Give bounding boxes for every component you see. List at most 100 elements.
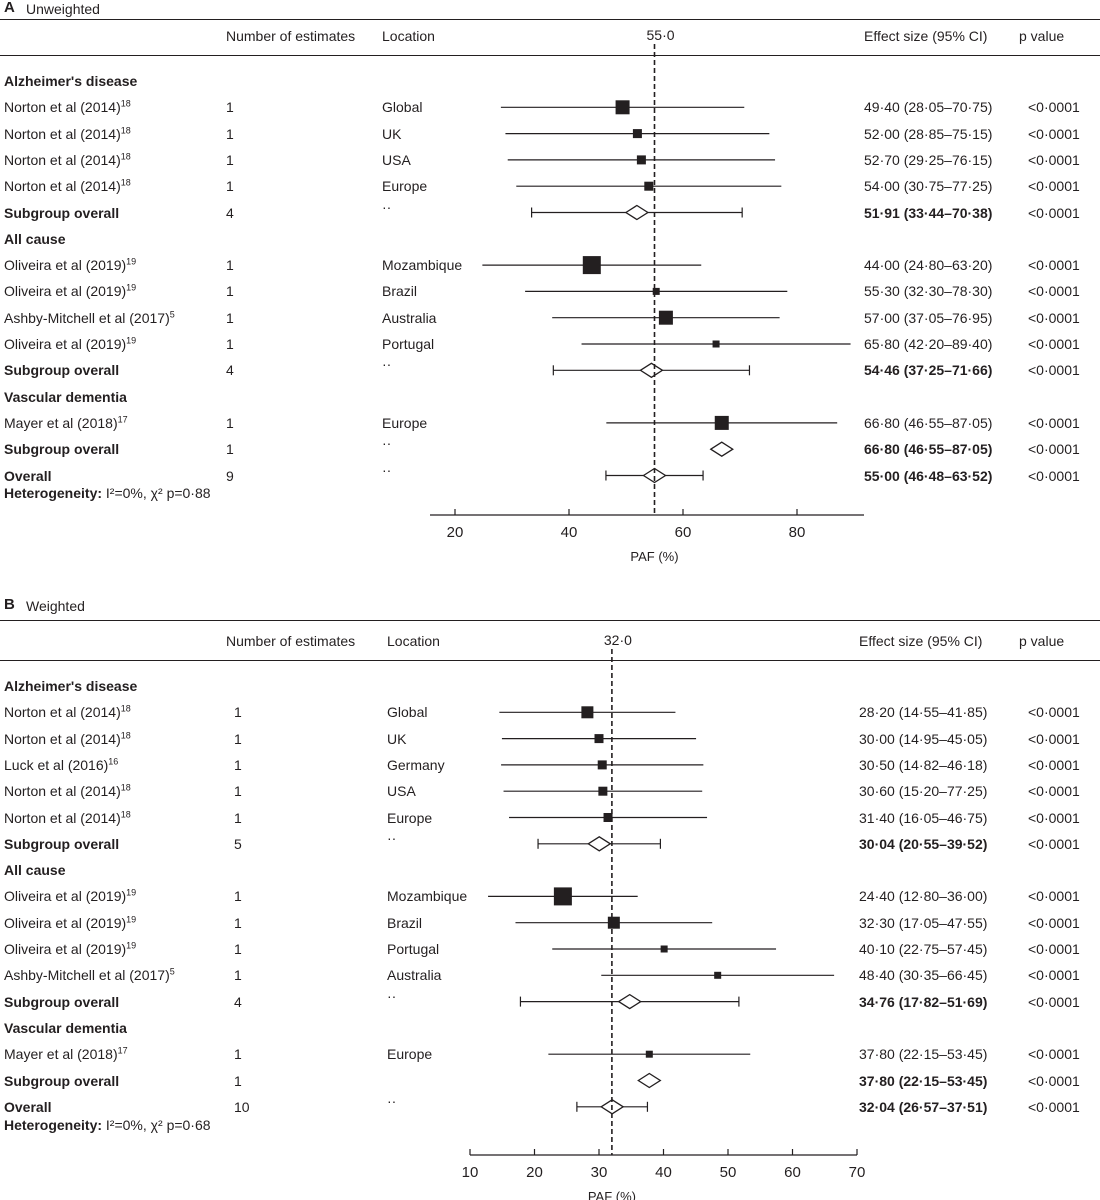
study-marker — [652, 287, 660, 295]
p-value: <0·0001 — [1028, 309, 1080, 326]
study-label: Oliveira et al (2019)19 — [4, 256, 137, 274]
effect-size-ci: 40·10 (22·75–57·45) — [859, 941, 988, 957]
group-label: All cause — [4, 862, 66, 879]
subgroup-diamond — [639, 362, 664, 379]
header-p-value: p value — [1019, 633, 1065, 649]
location-placeholder: ·· — [382, 461, 392, 478]
location-label: Australia — [387, 967, 442, 984]
subgroup-diamond — [587, 836, 612, 852]
p-value: <0·0001 — [1028, 993, 1080, 1010]
subgroup-diamond — [637, 1072, 662, 1089]
estimates-count: 4 — [226, 362, 234, 379]
study-reference: 19 — [126, 914, 137, 925]
estimates-count: 10 — [234, 1098, 250, 1115]
forest-panel-weighted: B Weighted Number of estimates Location … — [0, 595, 1100, 1200]
effect-size-ci: 30·50 (14·82–46·18) — [859, 756, 988, 773]
effect-size-ci: 57·00 (37·05–76·95) — [864, 309, 993, 326]
study-reference: 18 — [120, 808, 131, 819]
effect-size-ci: 51·91 (33·44–70·38) — [864, 204, 993, 221]
study-label: Mayer et al (2018)17 — [4, 1045, 128, 1063]
study-marker — [582, 256, 601, 275]
study-label: Oliveira et al (2019)19 — [4, 940, 137, 957]
estimates-count: 1 — [226, 99, 234, 116]
panel-title: Weighted — [26, 598, 85, 614]
x-tick-label: 40 — [561, 524, 578, 541]
p-value: <0·0001 — [1028, 414, 1080, 431]
effect-size-ci: 66·80 (46·55–87·05) — [864, 414, 993, 431]
location-label: Europe — [382, 414, 428, 431]
effect-size-ci: 54·00 (30·75–77·25) — [864, 178, 993, 195]
study-marker — [644, 181, 654, 191]
study-reference: 19 — [126, 940, 137, 951]
overall-label: Overall — [4, 467, 52, 484]
study-reference: 18 — [120, 98, 131, 109]
header-rule — [0, 55, 1100, 56]
location-placeholder: ·· — [387, 987, 397, 1004]
estimates-count: 1 — [226, 441, 234, 458]
heterogeneity-note: Heterogeneity: I²=0%, χ² p=0·88 — [4, 485, 211, 501]
study-reference: 19 — [126, 335, 137, 346]
header-effect-size: Effect size (95% CI) — [864, 28, 988, 44]
study-label: Oliveira et al (2019)19 — [4, 914, 137, 931]
p-value: <0·0001 — [1028, 1072, 1080, 1089]
study-marker — [603, 813, 613, 822]
estimates-count: 1 — [226, 178, 234, 195]
location-placeholder: ·· — [382, 198, 392, 215]
heterogeneity-stat: I²=0%, χ² p=0·88 — [105, 485, 211, 501]
effect-size-ci: 48·40 (30·35–66·45) — [859, 967, 988, 984]
x-axis-label: PAF (%) — [630, 549, 678, 564]
location-label: Europe — [387, 1046, 433, 1063]
p-value: <0·0001 — [1028, 467, 1080, 484]
estimates-count: 1 — [234, 704, 242, 721]
location-label: USA — [382, 151, 411, 168]
subgroup-label: Subgroup overall — [4, 362, 120, 379]
forest-plot-area: 55·0 20 40 60 80 PAF (%) — [430, 27, 864, 564]
top-rule — [0, 620, 1100, 621]
subgroup-label: Subgroup overall — [4, 993, 120, 1010]
study-marker — [660, 945, 668, 953]
effect-size-ci: 30·60 (15·20–77·25) — [859, 783, 988, 800]
study-marker — [615, 100, 630, 115]
x-tick-label: 70 — [849, 1164, 866, 1181]
group-label: Alzheimer's disease — [4, 73, 138, 89]
x-tick-label: 60 — [784, 1164, 801, 1181]
estimates-count: 1 — [226, 336, 234, 352]
study-marker — [598, 786, 608, 796]
effect-size-ci: 28·20 (14·55–41·85) — [859, 704, 988, 721]
effect-size-ci: 37·80 (22·15–53·45) — [859, 1046, 988, 1063]
estimates-count: 1 — [234, 730, 242, 747]
location-label: UK — [387, 730, 407, 747]
p-value: <0·0001 — [1028, 783, 1080, 800]
study-marker — [645, 1050, 653, 1058]
location-label: Germany — [387, 756, 445, 773]
effect-size-ci: 24·40 (12·80–36·00) — [859, 888, 988, 905]
effect-size-ci: 55·00 (46·48–63·52) — [864, 467, 993, 484]
effect-size-ci: 66·80 (46·55–87·05) — [864, 441, 993, 458]
p-value: <0·0001 — [1028, 967, 1080, 984]
reference-line-label: 32·0 — [604, 632, 632, 648]
header-number-of-estimates: Number of estimates — [226, 633, 356, 649]
p-value: <0·0001 — [1028, 336, 1080, 352]
p-value: <0·0001 — [1028, 941, 1080, 957]
estimates-count: 1 — [226, 257, 234, 274]
estimates-count: 4 — [226, 204, 234, 221]
p-value: <0·0001 — [1028, 283, 1080, 300]
study-marker — [581, 706, 594, 719]
study-label: Norton et al (2014)18 — [4, 177, 131, 195]
study-reference: 19 — [126, 282, 137, 293]
estimates-count: 1 — [226, 151, 234, 168]
subgroup-diamond — [624, 204, 650, 221]
study-label: Oliveira et al (2019)19 — [4, 335, 137, 352]
forest-plot-area: 32·0 10 20 30 40 50 60 70 PAF (%) — [462, 632, 866, 1200]
location-label: Europe — [387, 809, 433, 826]
location-label: UK — [382, 125, 402, 142]
study-label: Norton et al (2014)18 — [4, 98, 131, 116]
location-label: USA — [387, 783, 416, 800]
p-value: <0·0001 — [1028, 125, 1080, 142]
p-value: <0·0001 — [1028, 704, 1080, 721]
panel-letter: B — [4, 596, 15, 613]
subgroup-diamond — [617, 993, 642, 1010]
effect-size-ci: 44·00 (24·80–63·20) — [864, 257, 993, 274]
p-value: <0·0001 — [1028, 204, 1080, 221]
estimates-count: 9 — [226, 467, 234, 484]
